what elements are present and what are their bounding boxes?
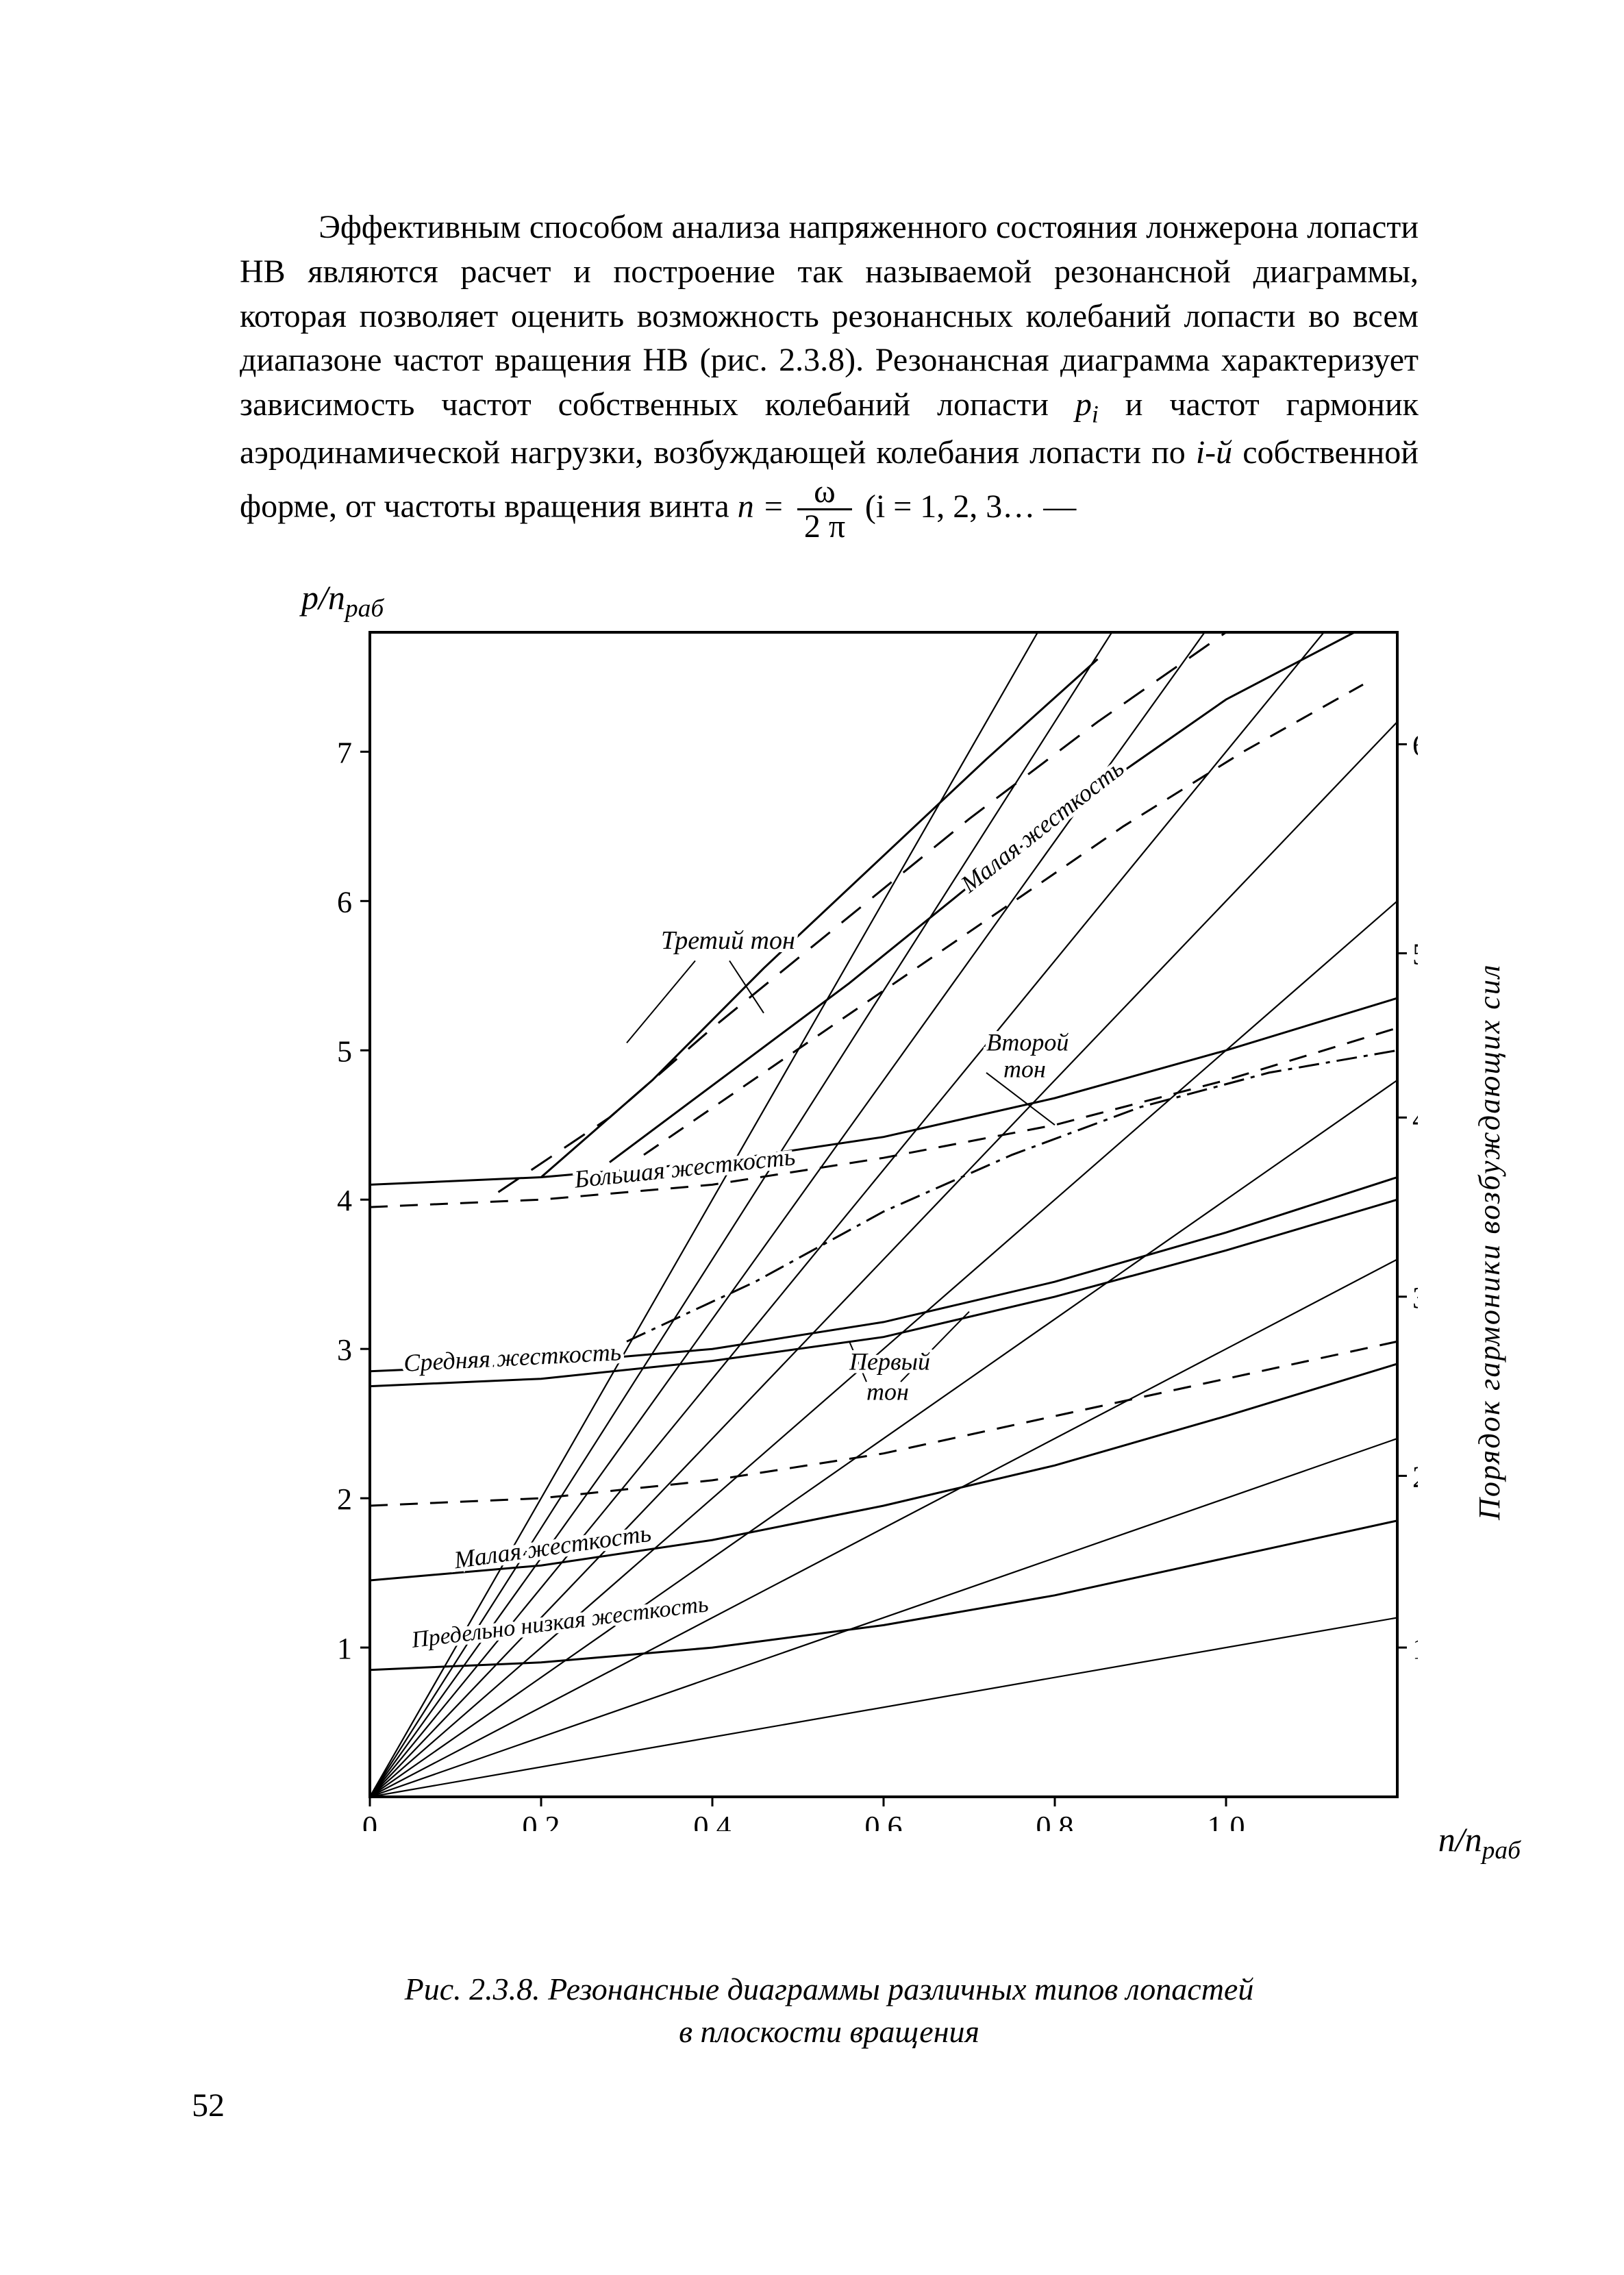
figure-caption: Рис. 2.3.8. Резонансные диаграммы различ… [240, 1968, 1419, 2053]
chart-holder: p/nраб n/nраб Порядок гармоники возбужда… [322, 625, 1418, 1831]
svg-text:6: 6 [337, 885, 352, 919]
right-axis-title-text: Порядок гармоники возбуждающих сил [1473, 964, 1506, 1521]
svg-text:3: 3 [1412, 1281, 1418, 1315]
paragraph: Эффективным способом анализа напряженног… [240, 206, 1419, 543]
svg-text:тон: тон [1003, 1056, 1046, 1083]
svg-text:0: 0 [362, 1810, 377, 1831]
svg-text:0,6: 0,6 [865, 1810, 903, 1831]
n-eq: n = [738, 488, 784, 525]
frac-num: ω [797, 475, 851, 510]
i-th: i-й [1196, 434, 1232, 471]
svg-text:0,8: 0,8 [1036, 1810, 1074, 1831]
x-axis-label-sub: раб [1482, 1837, 1521, 1865]
caption-line1: Рис. 2.3.8. Резонансные диаграммы различ… [405, 1972, 1254, 2006]
svg-text:Первый: Первый [849, 1348, 930, 1376]
svg-text:4: 4 [1412, 1102, 1418, 1136]
svg-text:Средняя жесткость: Средняя жесткость [403, 1338, 622, 1377]
p-var: p [1075, 386, 1092, 423]
y-axis-label: p/nраб [301, 577, 384, 623]
x-axis-label: n/nраб [1438, 1819, 1521, 1865]
figure: p/nраб n/nраб Порядок гармоники возбужда… [240, 625, 1419, 2053]
svg-text:Малая жесткость: Малая жесткость [955, 754, 1129, 898]
page: Эффективным способом анализа напряженног… [0, 0, 1624, 2275]
svg-text:Третий тон: Третий тон [661, 926, 795, 955]
para-tail: (i = 1, 2, 3… — [857, 488, 1076, 525]
p-sub: i [1092, 401, 1099, 428]
svg-text:Большая жесткость: Большая жесткость [573, 1143, 797, 1193]
svg-text:6: 6 [1412, 729, 1418, 762]
svg-text:0,4: 0,4 [694, 1810, 732, 1831]
svg-text:2: 2 [337, 1482, 352, 1516]
x-axis-label-text: n/n [1438, 1820, 1482, 1858]
svg-text:2: 2 [1412, 1460, 1418, 1494]
svg-text:0,2: 0,2 [523, 1810, 560, 1831]
fraction: ω 2 π [797, 475, 851, 543]
page-number: 52 [192, 2087, 225, 2124]
svg-text:Второй: Второй [986, 1028, 1069, 1056]
caption-line2: в плоскости вращения [679, 2014, 979, 2049]
page-number-value: 52 [192, 2087, 225, 2124]
svg-text:тон: тон [866, 1378, 909, 1405]
svg-text:1: 1 [337, 1632, 352, 1665]
svg-text:5: 5 [1412, 938, 1418, 971]
svg-text:3: 3 [337, 1333, 352, 1367]
resonance-chart: 00,20,40,60,81,01234567123456Третий тонТ… [322, 625, 1418, 1831]
frac-den: 2 π [797, 510, 851, 543]
right-axis-title: Порядок гармоники возбуждающих сил [1472, 762, 1507, 1721]
y-axis-label-sub: раб [345, 595, 384, 623]
svg-text:7: 7 [337, 736, 352, 770]
y-axis-label-text: p/n [301, 578, 345, 617]
svg-text:4: 4 [337, 1184, 352, 1217]
svg-text:1,0: 1,0 [1208, 1810, 1245, 1831]
svg-text:Предельно низкая жесткость: Предельно низкая жесткость [410, 1591, 710, 1653]
svg-text:5: 5 [337, 1034, 352, 1068]
svg-text:Малая жесткость: Малая жесткость [452, 1519, 653, 1574]
svg-text:1: 1 [1412, 1632, 1418, 1665]
